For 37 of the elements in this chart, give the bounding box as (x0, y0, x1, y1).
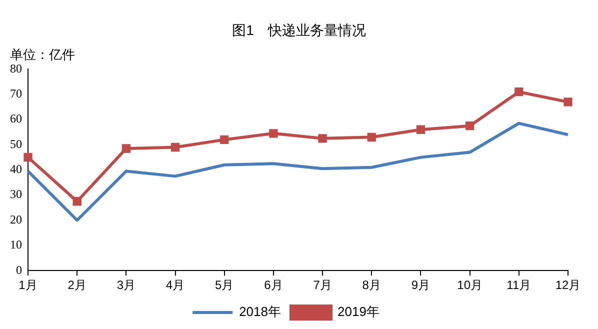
x-tick-label: 11月 (506, 278, 532, 292)
y-tick-label: 20 (10, 212, 22, 226)
x-tick-label: 9月 (411, 278, 430, 292)
legend-label: 2018年 (239, 304, 281, 320)
x-tick-label: 6月 (264, 278, 283, 292)
x-tick-label: 8月 (362, 278, 381, 292)
x-tick-label: 4月 (166, 278, 185, 292)
y-tick-label: 50 (10, 136, 22, 151)
chart-title: 图1 快递业务量情况 (231, 22, 367, 40)
point (465, 122, 474, 130)
point (416, 125, 426, 134)
x-tick-label: 10月 (457, 278, 482, 292)
legend-label: 2019年 (338, 304, 380, 320)
y-axis-title: 单位：亿件 (10, 46, 75, 64)
y-tick-label: 70 (10, 86, 22, 101)
y-tick-label: 40 (10, 162, 22, 176)
y-tick-label: 0 (16, 262, 22, 277)
x-tick-label: 1月 (18, 278, 38, 292)
point (72, 197, 82, 206)
x-tick-label: 7月 (313, 278, 332, 292)
x-tick-label: 5月 (215, 278, 234, 292)
y-tick-label: 80 (10, 61, 22, 76)
point (514, 88, 524, 96)
x-tick-label: 2月 (68, 278, 86, 292)
point (170, 142, 180, 152)
point (122, 144, 131, 153)
y-tick-label: 60 (10, 112, 22, 126)
x-tick-label: 12月 (555, 278, 581, 292)
y-tick-label: 10 (10, 238, 22, 252)
point (367, 132, 376, 142)
point (318, 134, 327, 143)
point (269, 129, 278, 138)
point (220, 135, 229, 144)
x-tick-label: 3月 (116, 278, 136, 292)
point (564, 98, 572, 106)
y-tick-label: 30 (10, 187, 22, 202)
point (24, 152, 32, 162)
